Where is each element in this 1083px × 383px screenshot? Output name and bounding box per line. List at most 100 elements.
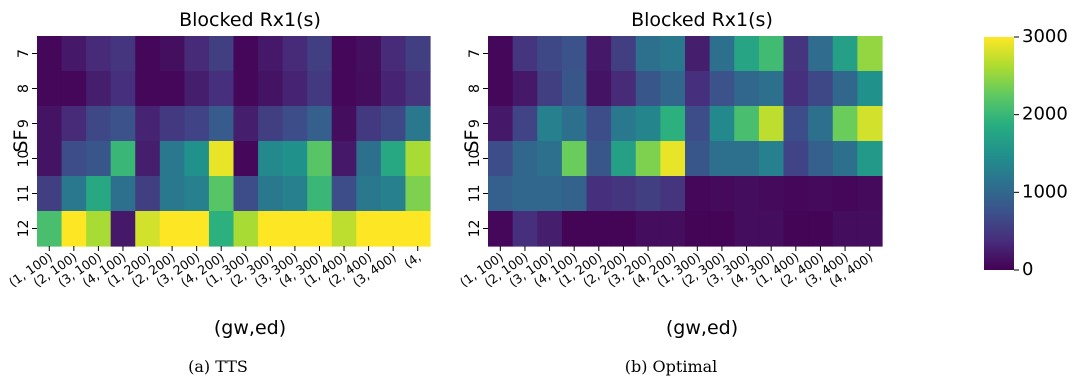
heatmap-cell — [537, 176, 563, 212]
heatmap-cell — [380, 141, 407, 177]
heatmap-cell — [611, 36, 637, 72]
heatmap-cell — [307, 106, 333, 142]
heatmap-cell — [61, 211, 87, 247]
heatmap-cell — [37, 36, 63, 72]
heatmap-cell — [512, 141, 538, 177]
heatmap-cell — [331, 141, 357, 177]
heatmap-cell — [561, 36, 588, 72]
heatmap-cell — [405, 141, 431, 177]
heatmap-cell — [783, 71, 809, 107]
heatmap-cell — [611, 211, 637, 247]
heatmap-cell — [331, 176, 357, 212]
heatmap-cell — [561, 71, 588, 107]
heatmap-cell — [758, 36, 785, 72]
y-tick-labels: 7 8 9 10 11 12 — [467, 49, 488, 237]
heatmap-cell — [86, 71, 112, 107]
heatmap-cell — [135, 176, 161, 212]
heatmap-cell — [586, 36, 612, 72]
y-tick-label: 9 — [16, 119, 32, 128]
chart-title: Blocked Rx1(s) — [631, 9, 773, 31]
heatmap-cell — [734, 211, 760, 247]
heatmap-cell — [512, 71, 538, 107]
heatmap-cell — [159, 211, 185, 247]
heatmap-cell — [561, 176, 588, 212]
heatmap-cell — [808, 211, 834, 247]
y-tick-label: 10 — [467, 150, 483, 168]
heatmap-cell — [488, 71, 514, 107]
heatmap-cell — [586, 71, 612, 107]
heatmap-cell — [135, 106, 161, 142]
heatmap-cell — [86, 211, 112, 247]
heatmap-cell — [356, 71, 382, 107]
heatmap-cell — [660, 141, 686, 177]
heatmap-cell — [709, 106, 735, 142]
heatmap-cell — [184, 36, 210, 72]
heatmap-cell — [512, 106, 538, 142]
heatmap-cell — [635, 106, 661, 142]
heatmap-cell — [488, 106, 514, 142]
heatmap-cell — [512, 36, 538, 72]
heatmap-cell — [405, 211, 431, 247]
heatmap-cell — [86, 141, 112, 177]
heatmap-cells — [488, 36, 883, 247]
heatmap-cell — [709, 141, 735, 177]
heatmap-cell — [37, 211, 63, 247]
x-tick-labels: (1, 100)(2, 100)(3, 100)(4, 100)(1, 200)… — [6, 246, 423, 290]
heatmap-cell — [233, 71, 259, 107]
x-tick-label: (4, — [401, 249, 423, 271]
heatmap-cell — [61, 106, 87, 142]
heatmap-cell — [356, 36, 382, 72]
heatmap-cell — [61, 176, 87, 212]
colorbar-tick-label: 2000 — [1022, 104, 1068, 125]
y-tick-label: 8 — [467, 84, 483, 93]
heatmap-cell — [660, 71, 686, 107]
subfigure-caption: (a) TTS — [188, 357, 248, 376]
heatmap-cell — [331, 71, 357, 107]
heatmap-cell — [709, 176, 735, 212]
heatmap-cell — [37, 71, 63, 107]
heatmap-cell — [808, 36, 834, 72]
heatmap-cell — [512, 211, 538, 247]
heatmap-cell — [685, 211, 711, 247]
heatmap-cell — [783, 176, 809, 212]
heatmap-cell — [405, 36, 431, 72]
heatmap-cell — [758, 211, 785, 247]
y-axis-label: SF — [10, 130, 32, 153]
heatmap-cell — [380, 106, 407, 142]
y-tick-label: 9 — [467, 119, 483, 128]
heatmap-cell — [233, 141, 259, 177]
heatmap-cell — [86, 106, 112, 142]
heatmap-cell — [282, 211, 308, 247]
heatmap-cell — [832, 36, 858, 72]
heatmap-cell — [405, 71, 431, 107]
y-tick-labels: 7 8 9 10 11 12 — [16, 49, 37, 237]
heatmap-cell — [110, 71, 136, 107]
heatmap-cell — [734, 176, 760, 212]
heatmap-cell — [233, 36, 259, 72]
heatmap-cell — [832, 176, 858, 212]
y-tick-label: 7 — [467, 49, 483, 58]
heatmap-cell — [832, 106, 858, 142]
heatmap-cell — [110, 176, 136, 212]
heatmap-cell — [709, 71, 735, 107]
heatmap-cell — [685, 141, 711, 177]
x-axis-label: (gw,ed) — [666, 317, 738, 339]
heatmap-cell — [709, 211, 735, 247]
heatmap-cell — [660, 36, 686, 72]
y-axis-label: SF — [461, 130, 483, 153]
heatmap-cell — [734, 141, 760, 177]
y-tick-label: 11 — [467, 185, 483, 203]
colorbar-tick-labels: 0 1000 2000 3000 — [1014, 26, 1068, 280]
y-tick-label: 7 — [16, 49, 32, 58]
heatmap-cell — [586, 106, 612, 142]
heatmap-cell — [832, 211, 858, 247]
heatmap-cell — [159, 106, 185, 142]
heatmap-cells — [37, 36, 431, 247]
heatmap-cell — [561, 106, 588, 142]
heatmap-cell — [282, 71, 308, 107]
heatmap-cell — [356, 141, 382, 177]
heatmap-cell — [561, 141, 588, 177]
heatmap-cell — [380, 71, 407, 107]
heatmap-cell — [307, 141, 333, 177]
heatmap-cell — [307, 176, 333, 212]
